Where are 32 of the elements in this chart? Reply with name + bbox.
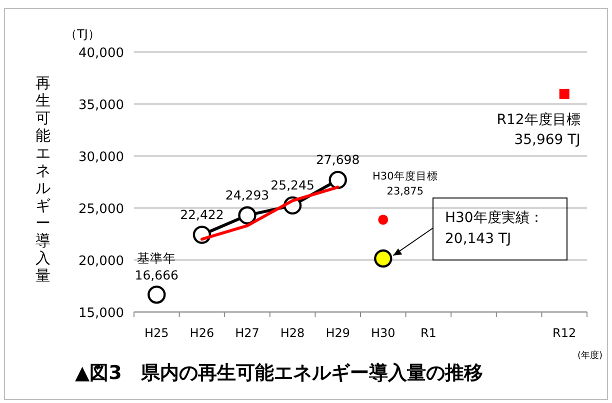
y-tick-label: 15,000	[78, 306, 124, 321]
text: 再生可能エネルギー導入量	[36, 74, 50, 284]
x-tick-label: R12	[552, 326, 576, 340]
x-tick-label: H26	[190, 326, 214, 340]
y-tick-label: 25,000	[78, 202, 124, 217]
y-tick-label: 35,000	[78, 98, 124, 113]
data-label: 27,698	[316, 152, 360, 167]
point	[559, 88, 570, 99]
x-tick-label: H28	[280, 326, 305, 340]
x-tick-label: H30	[371, 326, 396, 340]
x-tick-label: H27	[235, 326, 260, 340]
x-axis-title: (年度)	[577, 350, 603, 361]
x-tick-label: H25	[144, 326, 169, 340]
x-tick-label: H29	[326, 326, 350, 340]
point	[238, 206, 256, 224]
annotation: H30年度実績： 20,143 TJ	[445, 210, 544, 247]
text: （TJ）	[65, 27, 100, 41]
x-tick-label: R1	[420, 326, 436, 340]
y-tick-label: 20,000	[78, 254, 124, 269]
data-label: 基準年 16,666	[134, 250, 179, 283]
point	[328, 170, 347, 190]
point	[378, 214, 388, 225]
point	[148, 286, 166, 304]
data-label: H30年度目標 23,875	[372, 170, 438, 198]
y-tick-label: 30,000	[78, 150, 124, 165]
point	[374, 249, 392, 268]
data-label: R12年度目標 35,969 TJ	[496, 112, 580, 148]
text: ▲図3 県内の再生可能エネルギー導入量の推移	[75, 362, 483, 384]
data-label: 24,293	[225, 187, 270, 202]
y-tick-label: 40,000	[78, 46, 124, 61]
data-label: 25,245	[270, 177, 314, 192]
data-label: 22,422	[180, 206, 224, 222]
